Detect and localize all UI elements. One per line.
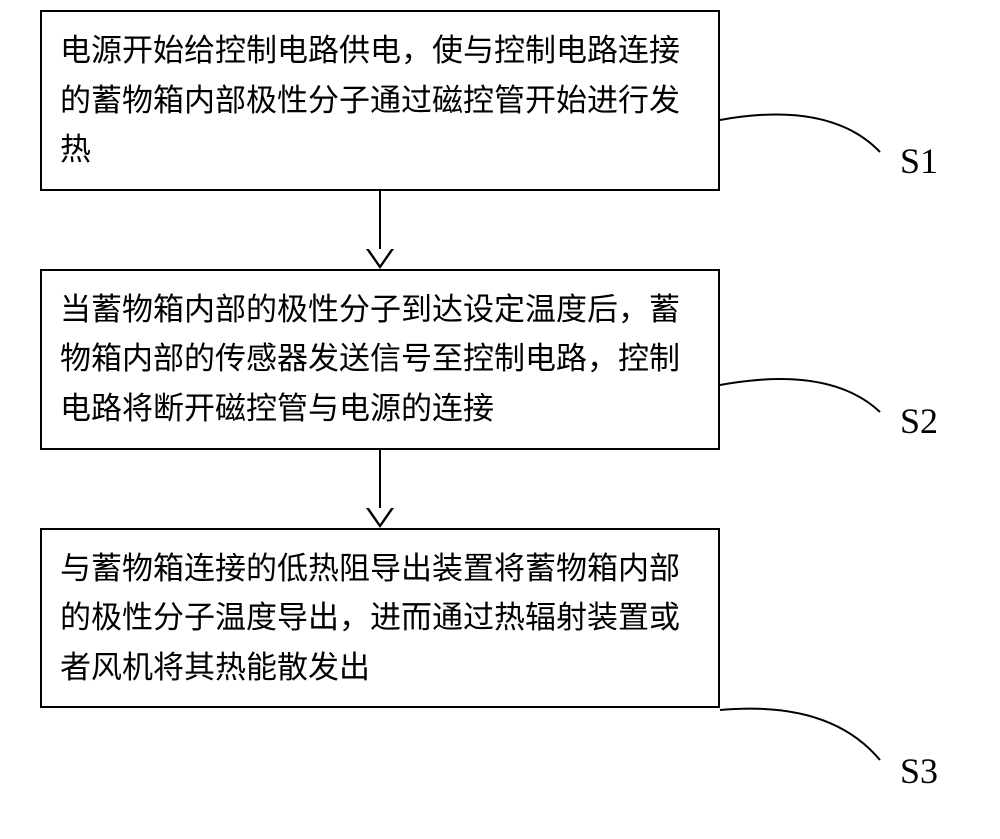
arrow-1 [366, 191, 394, 269]
step-box-3: 与蓄物箱连接的低热阻导出装置将蓄物箱内部的极性分子温度导出，进而通过热辐射装置或… [40, 528, 720, 709]
step-text-2: 当蓄物箱内部的极性分子到达设定温度后，蓄物箱内部的传感器发送信号至控制电路，控制… [60, 292, 680, 426]
step-label-1: S1 [900, 140, 938, 182]
arrow-line-1 [379, 191, 381, 249]
arrow-2 [366, 450, 394, 528]
step-box-1: 电源开始给控制电路供电，使与控制电路连接的蓄物箱内部极性分子通过磁控管开始进行发… [40, 10, 720, 191]
arrow-head-1 [366, 249, 394, 269]
arrow-head-2 [366, 508, 394, 528]
flowchart-container: 电源开始给控制电路供电，使与控制电路连接的蓄物箱内部极性分子通过磁控管开始进行发… [40, 10, 720, 708]
step-text-1: 电源开始给控制电路供电，使与控制电路连接的蓄物箱内部极性分子通过磁控管开始进行发… [60, 33, 680, 167]
step-label-2: S2 [900, 400, 938, 442]
step-label-3: S3 [900, 750, 938, 792]
step-text-3: 与蓄物箱连接的低热阻导出装置将蓄物箱内部的极性分子温度导出，进而通过热辐射装置或… [60, 551, 680, 685]
arrow-line-2 [379, 450, 381, 508]
step-box-2: 当蓄物箱内部的极性分子到达设定温度后，蓄物箱内部的传感器发送信号至控制电路，控制… [40, 269, 720, 450]
